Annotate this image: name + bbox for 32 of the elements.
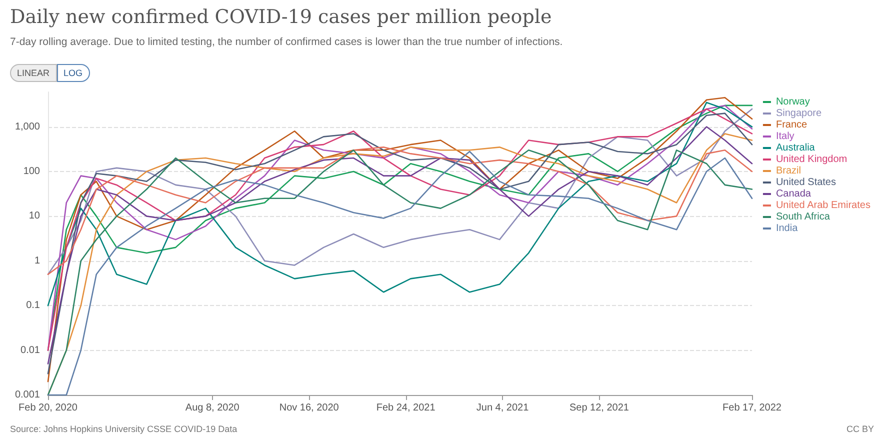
y-tick-label: 1,000 (14, 121, 40, 132)
legend-label: Australia (776, 142, 816, 154)
y-tick-label: 10 (28, 210, 40, 222)
text: CC BY (846, 424, 874, 434)
y-tick-label: 100 (23, 166, 40, 177)
y-tick-label: 0.001 (14, 390, 40, 400)
source-note: Source: Johns Hopkins University CSSE COVID-19 Data (10, 424, 238, 434)
scale-toggle-button: LINEAR (10, 64, 57, 82)
chart-subtitle: 7-day rolling average. Due to limited testing, the number of confirmed cases is lower than the true number of infections. (10, 36, 563, 48)
y-tick-label: 0.01 (20, 344, 40, 356)
legend-label: Norway (776, 96, 810, 108)
legend-label: France (776, 120, 808, 130)
x-tick-label: Feb 20, 2020 (18, 402, 78, 414)
x-tick-label: Jun 4, 2021 (476, 402, 530, 414)
legend-label: United States (776, 177, 836, 188)
legend-label: United Kingdom (776, 154, 848, 165)
y-tick-label: 1 (34, 255, 40, 266)
legend-label: Singapore (776, 108, 822, 119)
x-tick-label: Feb 24, 2021 (376, 402, 436, 414)
legend-label: Italy (776, 131, 794, 142)
chart-title: Daily new confirmed COVID-19 cases per million people (10, 6, 552, 28)
scale-toggle-button: LOG (56, 64, 90, 82)
legend-label: Brazil (776, 166, 801, 176)
legend-label: United Arab Emirates (776, 200, 870, 211)
x-tick-label: Sep 12, 2021 (569, 402, 630, 414)
x-tick-label: Nov 16, 2020 (279, 402, 340, 414)
legend-label: Canada (776, 188, 812, 200)
x-tick-label: Aug 8, 2020 (185, 402, 240, 414)
legend-label: South Africa (776, 212, 830, 222)
x-tick-label: Feb 17, 2022 (722, 402, 782, 414)
legend-label: India (776, 223, 798, 234)
y-tick-label: 0.1 (26, 300, 40, 312)
